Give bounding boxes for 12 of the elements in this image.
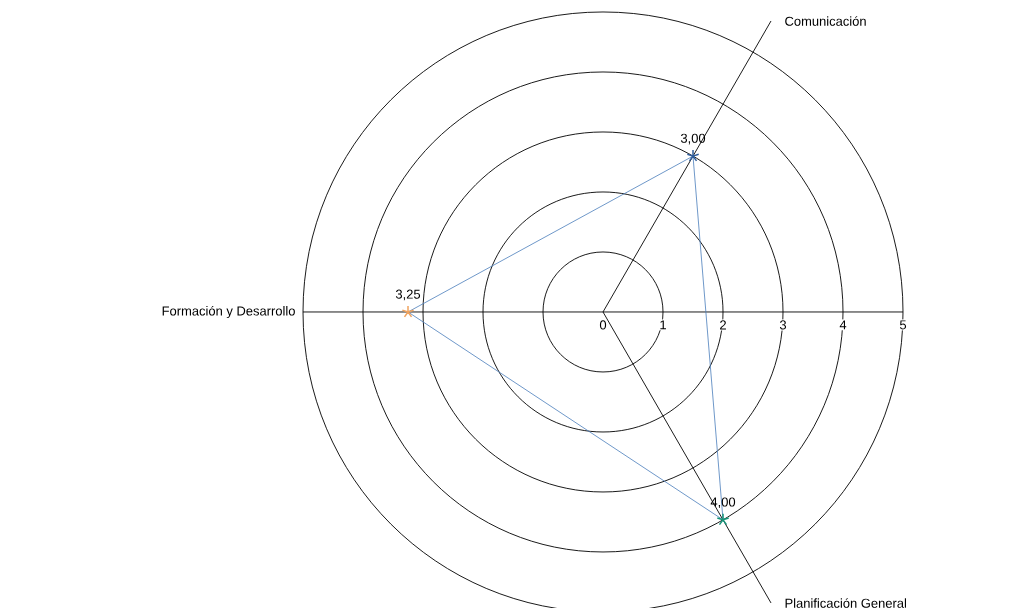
y-tick-label: 2	[720, 320, 726, 330]
y-tick-label: 4	[839, 320, 847, 330]
y-tick-label: 0	[599, 320, 607, 330]
data-label: 3,00	[680, 133, 706, 145]
spoke-label: Comunicación	[785, 16, 866, 26]
spoke-label: Formación y Desarrollo	[162, 305, 295, 319]
data-label: 4,00	[710, 497, 736, 509]
y-tick-label: 1	[660, 320, 666, 330]
y-tick-label: 3	[779, 320, 787, 330]
data-label: 3,25	[395, 289, 421, 301]
y-tick-label: 5	[899, 320, 907, 330]
spoke-label: Planificación General	[785, 598, 907, 608]
